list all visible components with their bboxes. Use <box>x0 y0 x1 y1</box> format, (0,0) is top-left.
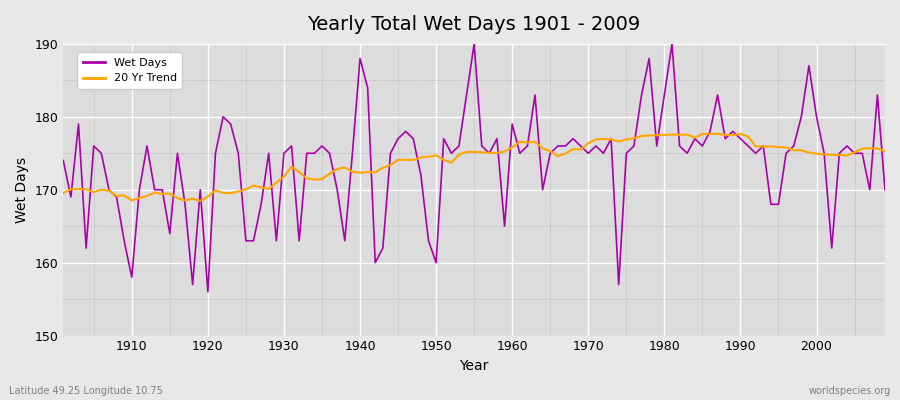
X-axis label: Year: Year <box>460 359 489 373</box>
Text: Latitude 49.25 Longitude 10.75: Latitude 49.25 Longitude 10.75 <box>9 386 163 396</box>
Y-axis label: Wet Days: Wet Days <box>15 157 29 223</box>
Title: Yearly Total Wet Days 1901 - 2009: Yearly Total Wet Days 1901 - 2009 <box>308 15 641 34</box>
Text: worldspecies.org: worldspecies.org <box>809 386 891 396</box>
Legend: Wet Days, 20 Yr Trend: Wet Days, 20 Yr Trend <box>77 52 183 89</box>
